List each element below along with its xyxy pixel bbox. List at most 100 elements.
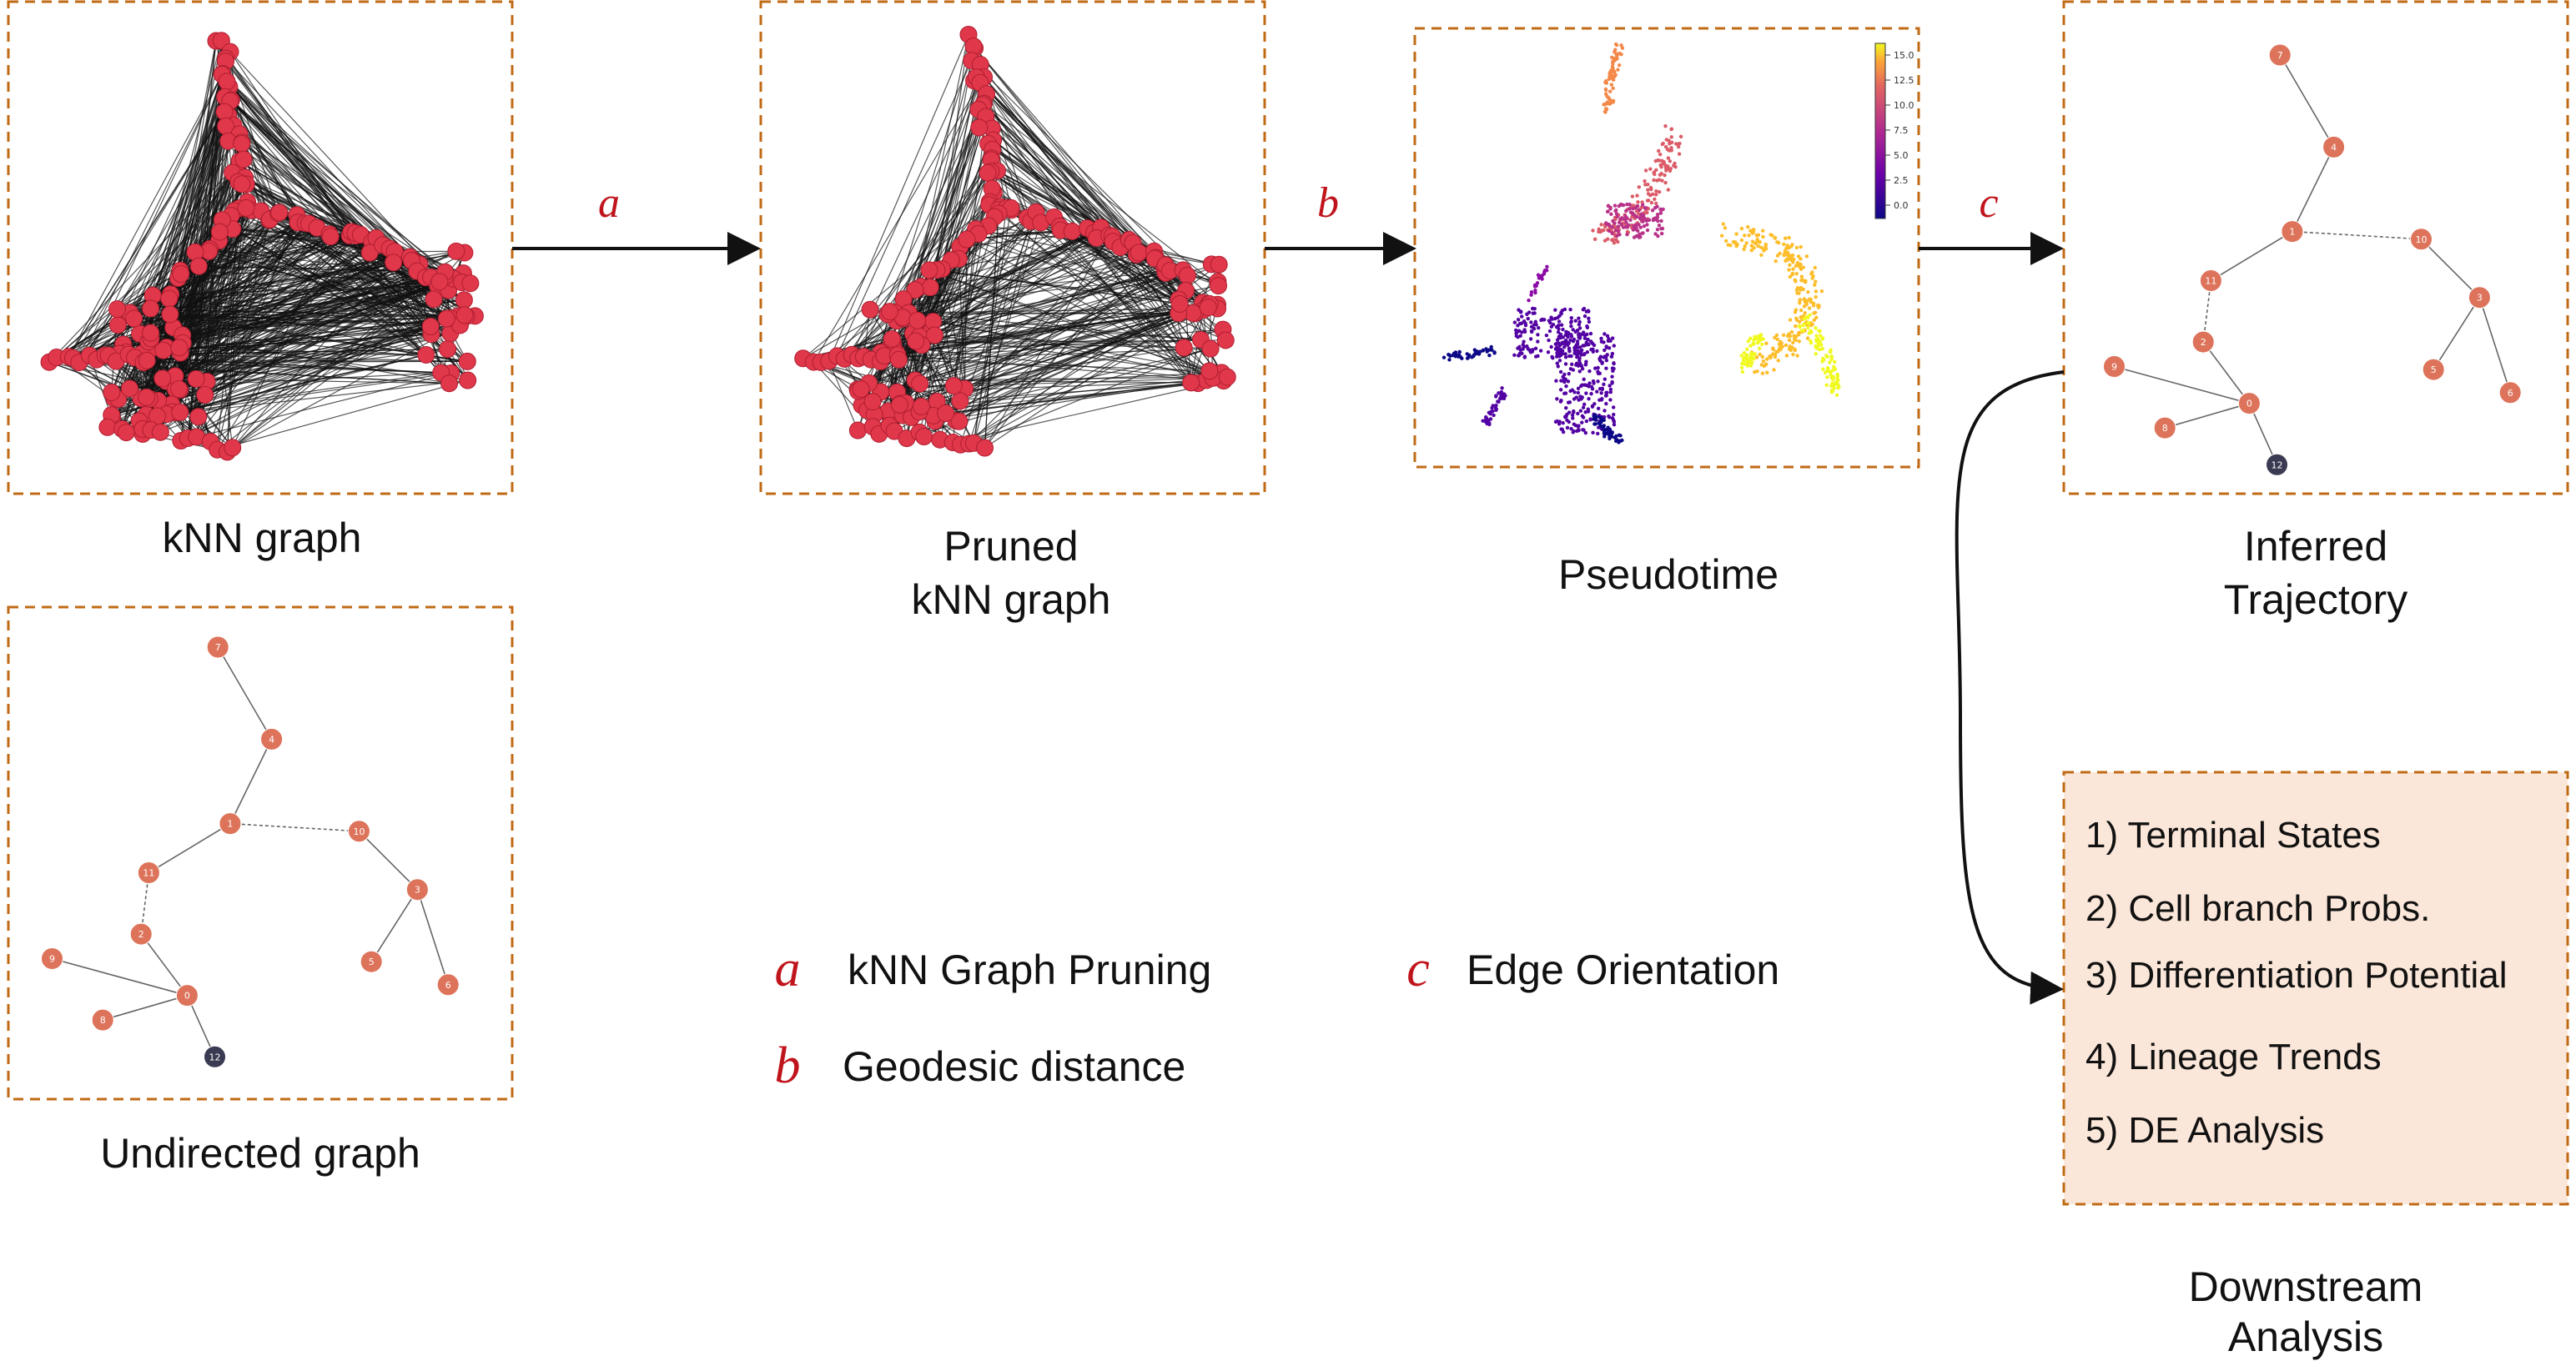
legend-c-letter: c xyxy=(1406,941,1430,997)
tree-edge xyxy=(148,822,231,874)
knn-graph-caption: kNN graph xyxy=(163,515,362,561)
tree-node-label: 3 xyxy=(415,885,420,896)
tree-edge xyxy=(140,933,189,997)
pseudotime-scatter xyxy=(1441,42,1841,444)
colorbar-tick-label: 15.0 xyxy=(1894,50,1914,61)
tree-node-label: 11 xyxy=(2205,275,2216,286)
downstream-item-5: 5) DE Analysis xyxy=(2085,1110,2324,1151)
pruned-knn-graph xyxy=(794,25,1236,457)
undirected-graph-frame xyxy=(7,605,514,1101)
tree-edge xyxy=(2164,402,2250,429)
downstream-item-3: 3) Differentiation Potential xyxy=(2085,955,2507,996)
tree-edge xyxy=(2202,341,2251,404)
undirected-graph-tree: 7 4 1 10 11 3 2 9 0 5 6 8 12 xyxy=(40,635,460,1068)
inferred-trajectory-tree: 7 4 1 10 11 3 2 9 0 5 6 8 12 xyxy=(2102,43,2522,476)
tree-node-10 xyxy=(347,820,370,843)
undirected-caption: Undirected graph xyxy=(100,1130,420,1177)
tree-node-10 xyxy=(2409,228,2433,251)
colorbar-tick-label: 0.0 xyxy=(1894,200,1909,211)
tree-node-1 xyxy=(219,812,242,836)
downstream-caption-line1: Downstream xyxy=(2189,1263,2423,1310)
tree-edge xyxy=(416,889,449,986)
tree-edge xyxy=(2420,239,2480,299)
downstream-caption-line2: Analysis xyxy=(2228,1313,2383,1360)
tree-node-8 xyxy=(91,1008,114,1032)
inferred-trajectory-frame xyxy=(2062,0,2569,495)
downstream-item-1: 1) Terminal States xyxy=(2085,815,2381,856)
arrow-a-letter: a xyxy=(598,179,620,227)
tree-edge xyxy=(2114,365,2250,404)
tree-node-2 xyxy=(129,922,153,946)
colorbar-tick-label: 2.5 xyxy=(1894,175,1909,186)
tree-node-label: 8 xyxy=(100,1015,106,1026)
legend-b-desc: Geodesic distance xyxy=(843,1043,1185,1090)
inferred-caption-line2: Trajectory xyxy=(2224,576,2407,623)
tree-node-label: 10 xyxy=(353,826,365,837)
tree-edge xyxy=(2292,147,2335,232)
tree-node-label: 9 xyxy=(2111,362,2117,373)
tree-node-11 xyxy=(137,861,160,884)
colorbar-tick-label: 10.0 xyxy=(1894,100,1914,111)
tree-node-label: 2 xyxy=(138,929,144,940)
tree-node-label: 2 xyxy=(2201,337,2206,348)
tree-node-9 xyxy=(40,947,63,971)
tree-edge xyxy=(2202,280,2212,343)
tree-node-8 xyxy=(2153,416,2176,439)
tree-edge xyxy=(102,994,188,1021)
tree-node-7 xyxy=(2268,43,2292,67)
pruned-caption-line2: kNN graph xyxy=(912,576,1111,623)
tree-node-label: 0 xyxy=(2246,399,2252,409)
tree-node-label: 1 xyxy=(227,819,233,830)
downstream-item-4: 4) Lineage Trends xyxy=(2085,1037,2382,1077)
pseudotime-frame xyxy=(1413,27,1920,469)
downstream-item-2: 2) Cell branch Probs. xyxy=(2085,888,2430,929)
tree-node-0 xyxy=(2237,392,2261,415)
tree-node-label: 5 xyxy=(2431,364,2437,375)
tree-edge xyxy=(229,739,273,824)
knn-graph-frame xyxy=(7,0,514,495)
tree-edge xyxy=(229,822,360,832)
graph-nodes xyxy=(40,32,484,461)
tree-node-2 xyxy=(2191,330,2215,354)
colorbar-tick-label: 7.5 xyxy=(1894,125,1909,136)
tree-node-1 xyxy=(2281,220,2304,244)
pseudotime-caption: Pseudotime xyxy=(1558,551,1779,598)
tree-node-label: 3 xyxy=(2477,293,2483,304)
legend-b-letter: b xyxy=(775,1037,801,1094)
tree-edge xyxy=(52,957,188,997)
knn-graph xyxy=(40,32,484,461)
legend-c-desc: Edge Orientation xyxy=(1467,947,1779,993)
tree-node-label: 11 xyxy=(143,867,154,878)
tree-node-12 xyxy=(204,1045,227,1068)
tree-node-label: 12 xyxy=(2272,460,2283,470)
tree-node-label: 9 xyxy=(49,954,55,965)
arrow-c-letter: c xyxy=(1979,179,1998,227)
tree-node-label: 1 xyxy=(2289,227,2295,238)
tree-edge xyxy=(140,872,150,935)
arrow-b-letter: b xyxy=(1317,179,1339,227)
arrow-to-downstream xyxy=(1955,370,2065,1005)
tree-node-3 xyxy=(2468,286,2491,309)
tree-node-label: 8 xyxy=(2162,423,2168,434)
tree-edge xyxy=(217,646,273,740)
inferred-caption-line1: Inferred xyxy=(2244,523,2387,570)
legend-a-letter: a xyxy=(775,941,801,997)
graph-nodes xyxy=(794,25,1236,457)
tree-node-label: 6 xyxy=(2508,388,2513,399)
tree-edge xyxy=(370,889,419,962)
tree-node-3 xyxy=(405,878,429,901)
tree-node-label: 6 xyxy=(445,980,451,991)
pseudotime-colorbar: 15.0 12.5 10.0 7.5 5.0 2.5 0.0 xyxy=(1874,43,1914,219)
legend-a-desc: kNN Graph Pruning xyxy=(848,947,1211,993)
tree-edge xyxy=(358,831,418,891)
tree-node-6 xyxy=(436,973,460,997)
tree-node-label: 12 xyxy=(209,1052,221,1062)
colorbar-tick-label: 12.5 xyxy=(1894,75,1914,86)
tree-node-5 xyxy=(2422,358,2445,381)
tree-node-label: 7 xyxy=(2277,50,2283,61)
colorbar-tick-label: 5.0 xyxy=(1894,150,1909,161)
tree-edge xyxy=(2433,297,2481,370)
tree-node-12 xyxy=(2266,453,2289,476)
pruned-graph-frame xyxy=(759,0,1266,495)
